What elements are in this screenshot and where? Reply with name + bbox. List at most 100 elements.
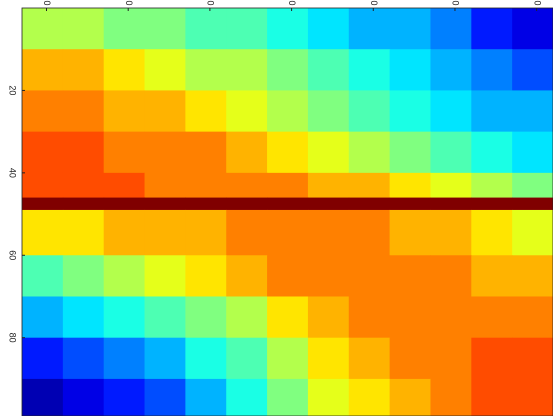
heat-cell (348, 131, 391, 174)
y-tick-label: 60 (8, 250, 18, 260)
heat-cell (512, 131, 553, 174)
heat-cell (307, 296, 350, 339)
heat-cell (144, 172, 186, 199)
heat-cell (144, 296, 186, 339)
heat-cell (471, 8, 513, 50)
heat-cell (389, 255, 431, 297)
x-tick-label: 0 (287, 0, 297, 5)
heat-cell (267, 255, 309, 297)
heat-cell (348, 296, 391, 339)
heat-cell (430, 131, 472, 174)
heat-cell (267, 337, 309, 380)
heat-cell (226, 172, 268, 199)
heat-cell (512, 49, 553, 91)
heat-cell (389, 49, 431, 91)
heat-cell (307, 8, 350, 50)
heat-cell (103, 90, 146, 133)
heat-cell (512, 378, 553, 416)
heat-cell (144, 337, 186, 380)
heat-cell (103, 378, 146, 416)
heat-cell (307, 197, 350, 211)
heat-cell (103, 197, 146, 211)
heat-cell (267, 90, 309, 133)
heat-cell (348, 8, 391, 50)
heat-cell (22, 378, 64, 416)
heat-cell (144, 255, 186, 297)
heat-cell (348, 209, 391, 256)
heat-cell (144, 209, 186, 256)
heat-cell (389, 172, 431, 199)
heat-cell (185, 378, 227, 416)
heat-cell (103, 131, 146, 174)
heat-cell (430, 172, 472, 199)
heat-cell (185, 197, 227, 211)
heat-cell (512, 90, 553, 133)
heat-cell (226, 131, 268, 174)
heat-cell (471, 172, 513, 199)
heat-cell (185, 49, 227, 91)
x-tick-label: 0 (369, 0, 379, 5)
heat-cell (144, 8, 186, 50)
heat-cell (185, 255, 227, 297)
heat-cell (103, 296, 146, 339)
heat-cell (512, 296, 553, 339)
heat-cell (267, 197, 309, 211)
heat-cell (267, 209, 309, 256)
heat-cell (389, 8, 431, 50)
heat-cell (471, 296, 513, 339)
heat-cell (144, 131, 186, 174)
heat-cell (430, 90, 472, 133)
heat-cell (62, 296, 105, 339)
heat-cell (103, 209, 146, 256)
heat-cell (307, 378, 350, 416)
heat-cell (389, 131, 431, 174)
heat-cell (62, 8, 105, 50)
heat-cell (226, 49, 268, 91)
heat-cell (307, 172, 350, 199)
heat-cell (226, 337, 268, 380)
heat-cell (62, 172, 105, 199)
heat-cell (430, 296, 472, 339)
heat-cell (348, 378, 391, 416)
heat-cell (22, 8, 64, 50)
plot-frame (21, 7, 553, 416)
heat-cell (307, 131, 350, 174)
heat-cell (185, 296, 227, 339)
heat-cell (22, 296, 64, 339)
heat-cell (471, 131, 513, 174)
heat-cell (22, 131, 64, 174)
heat-cell (348, 255, 391, 297)
heat-cell (226, 296, 268, 339)
x-tick-label: 0 (532, 0, 542, 5)
heat-cell (185, 8, 227, 50)
x-tick-label: 0 (451, 0, 461, 5)
heat-cell (389, 296, 431, 339)
heat-cell (22, 197, 64, 211)
heat-cell (307, 49, 350, 91)
heat-cell (144, 197, 186, 211)
heat-cell (22, 172, 64, 199)
heat-cell (348, 172, 391, 199)
heat-cell (62, 197, 105, 211)
heat-cell (185, 337, 227, 380)
heat-cell (103, 172, 146, 199)
heat-cell (267, 8, 309, 50)
heat-cell (144, 49, 186, 91)
heat-cell (430, 49, 472, 91)
heat-cell (512, 172, 553, 199)
y-tick-label: 20 (8, 85, 18, 95)
heat-cell (267, 378, 309, 416)
x-tick-label: 0 (206, 0, 216, 5)
heat-cell (267, 131, 309, 174)
heat-cell (471, 197, 513, 211)
heat-cell (430, 337, 472, 380)
heat-cell (267, 296, 309, 339)
heat-cell (512, 255, 553, 297)
heat-cell (62, 337, 105, 380)
heat-cell (226, 90, 268, 133)
heat-cell (471, 209, 513, 256)
heat-cell (389, 197, 431, 211)
heat-cell (62, 49, 105, 91)
heat-cell (348, 197, 391, 211)
